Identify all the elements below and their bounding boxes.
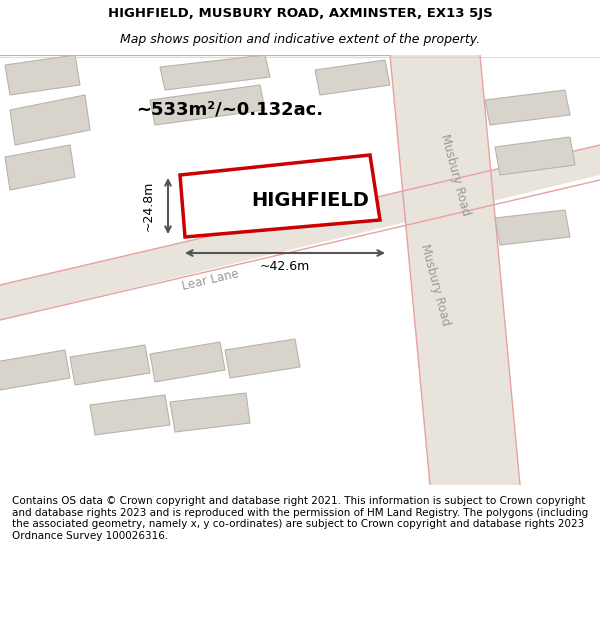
Polygon shape — [150, 342, 225, 382]
Text: ~42.6m: ~42.6m — [260, 259, 310, 272]
Text: Musbury Road: Musbury Road — [418, 242, 452, 328]
Text: Contains OS data © Crown copyright and database right 2021. This information is : Contains OS data © Crown copyright and d… — [12, 496, 588, 541]
Polygon shape — [495, 137, 575, 175]
Text: Map shows position and indicative extent of the property.: Map shows position and indicative extent… — [120, 33, 480, 46]
Text: HIGHFIELD: HIGHFIELD — [251, 191, 369, 209]
Polygon shape — [90, 395, 170, 435]
Polygon shape — [485, 90, 570, 125]
Polygon shape — [5, 55, 80, 95]
Polygon shape — [315, 60, 390, 95]
Polygon shape — [0, 145, 600, 320]
Text: Lear Lane: Lear Lane — [180, 267, 240, 293]
Polygon shape — [225, 339, 300, 378]
Text: ~24.8m: ~24.8m — [142, 181, 155, 231]
Polygon shape — [390, 55, 520, 485]
Polygon shape — [170, 393, 250, 432]
Polygon shape — [70, 345, 150, 385]
Polygon shape — [495, 210, 570, 245]
Text: HIGHFIELD, MUSBURY ROAD, AXMINSTER, EX13 5JS: HIGHFIELD, MUSBURY ROAD, AXMINSTER, EX13… — [107, 8, 493, 20]
Polygon shape — [10, 95, 90, 145]
Polygon shape — [0, 350, 70, 390]
Polygon shape — [150, 85, 265, 125]
Polygon shape — [160, 55, 270, 90]
Polygon shape — [5, 145, 75, 190]
Text: Musbury Road: Musbury Road — [438, 132, 472, 218]
Polygon shape — [180, 155, 380, 237]
Text: ~533m²/~0.132ac.: ~533m²/~0.132ac. — [136, 101, 323, 119]
